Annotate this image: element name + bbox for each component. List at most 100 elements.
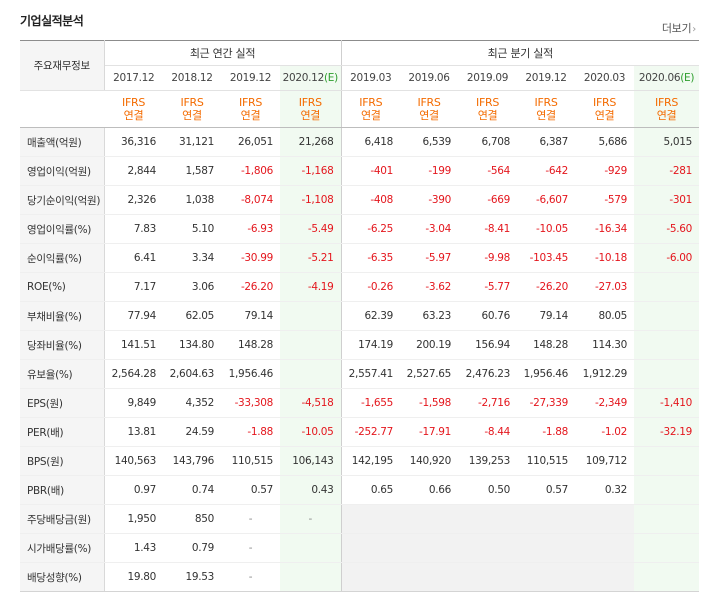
value-cell: 79.14 [517, 301, 576, 331]
value-cell [340, 533, 401, 563]
value-cell: -4,518 [280, 388, 342, 418]
accounting-standard-cell: IFRS 연결 [340, 90, 401, 128]
value-cell: 142,195 [340, 446, 401, 476]
accounting-standard-label: IFRS [122, 96, 145, 109]
value-cell [634, 301, 700, 331]
value-cell: -3.04 [400, 214, 459, 244]
value-cell: -2,349 [575, 388, 635, 418]
value-cell: -8.41 [458, 214, 518, 244]
value-cell: 850 [163, 504, 221, 534]
accounting-standard-label: IFRS [593, 96, 617, 109]
value-cell: -27.03 [575, 272, 635, 302]
value-cell: -8,074 [221, 185, 280, 215]
value-cell: -5.77 [458, 272, 518, 302]
value-cell [634, 446, 700, 476]
value-cell: -1.02 [575, 417, 635, 447]
period-header: 2019.12 [221, 65, 280, 91]
financial-analysis-table: 주요재무정보 최근 연간 실적 최근 분기 실적 2017.12 2018.12… [20, 40, 700, 592]
value-cell [458, 504, 518, 534]
value-cell: -26.20 [517, 272, 576, 302]
value-cell: -281 [634, 156, 700, 186]
value-cell: 24.59 [163, 417, 221, 447]
value-cell: 79.14 [221, 301, 280, 331]
value-cell: 2,557.41 [340, 359, 401, 389]
value-cell [575, 533, 635, 563]
value-cell: 140,563 [104, 446, 163, 476]
value-cell: 1,038 [163, 185, 221, 215]
value-cell: 77.94 [104, 301, 163, 331]
value-cell: 0.66 [400, 475, 459, 505]
value-cell: 1.43 [104, 533, 163, 563]
value-cell: 80.05 [575, 301, 635, 331]
period-header: 2019.12 [517, 65, 576, 91]
consolidation-label: 연결 [419, 109, 439, 122]
value-cell: 5,686 [575, 127, 635, 157]
table-row: 유보율(%) 2,564.28 2,604.63 1,956.46 2,557.41 2,… [20, 359, 700, 389]
row-label: PBR(배) [20, 475, 105, 505]
accounting-standard-label: IFRS [239, 96, 262, 109]
accounting-standard-cell: IFRS 연결 [458, 90, 518, 128]
accounting-standard-cell: IFRS 연결 [163, 90, 221, 128]
value-cell: -4.19 [280, 272, 342, 302]
value-cell: 2,604.63 [163, 359, 221, 389]
row-header-label: 주요재무정보 [20, 40, 105, 91]
value-cell: -5.21 [280, 243, 342, 273]
value-cell: -9.98 [458, 243, 518, 273]
header-group-row: 주요재무정보 최근 연간 실적 최근 분기 실적 [20, 40, 700, 91]
table-row: PBR(배) 0.97 0.74 0.57 0.43 0.65 0.66 0.50 0.57 0.… [20, 475, 700, 505]
row-label: 당기순이익(억원) [20, 185, 105, 215]
value-cell: 5.10 [163, 214, 221, 244]
value-cell: 1,956.46 [517, 359, 576, 389]
value-cell: 0.65 [340, 475, 401, 505]
value-cell: 5,015 [634, 127, 700, 157]
value-cell: 63.23 [400, 301, 459, 331]
row-label: 시가배당률(%) [20, 533, 105, 563]
row-label: 부채비율(%) [20, 301, 105, 331]
accounting-standard-label: IFRS [180, 96, 204, 109]
value-cell: 200.19 [400, 330, 459, 360]
period-header: 2020.03 [575, 65, 635, 91]
row-label: EPS(원) [20, 388, 105, 418]
value-cell: 62.39 [340, 301, 401, 331]
table-row: 주당배당금(원) 1,950 850- - [20, 504, 700, 534]
value-cell: 156.94 [458, 330, 518, 360]
accounting-standard-label: IFRS [534, 96, 558, 109]
value-cell: -2,716 [458, 388, 518, 418]
value-cell: -27,339 [517, 388, 576, 418]
value-cell: 60.76 [458, 301, 518, 331]
value-cell: -1,655 [340, 388, 401, 418]
value-cell: 140,920 [400, 446, 459, 476]
value-cell: -5.97 [400, 243, 459, 273]
value-cell: -669 [458, 185, 518, 215]
value-cell [634, 533, 700, 563]
value-cell: -401 [340, 156, 401, 186]
table-row: 영업이익률(%) 7.83 5.10 -6.93 -5.49 -6.25 -3.04 -8.4… [20, 214, 700, 244]
value-cell: 3.06 [163, 272, 221, 302]
value-cell: -5.49 [280, 214, 342, 244]
value-cell: - [280, 504, 342, 534]
value-cell: 110,515 [517, 446, 576, 476]
value-cell: - [221, 504, 280, 534]
consolidation-label: 연결 [240, 109, 261, 122]
value-cell [634, 475, 700, 505]
value-cell: 1,912.29 [575, 359, 635, 389]
value-cell: 110,515 [221, 446, 280, 476]
more-label: 더보기 [661, 22, 692, 35]
row-label: ROE(%) [20, 272, 105, 302]
value-cell: -6.25 [340, 214, 401, 244]
value-cell: 26,051 [221, 127, 280, 157]
accounting-standard-cell: IFRS 연결 [280, 90, 342, 128]
row-label: 유보율(%) [20, 359, 105, 389]
row-label: 영업이익(억원) [20, 156, 105, 186]
value-cell: 6,418 [340, 127, 401, 157]
more-link[interactable]: 더보기› [662, 20, 696, 36]
value-cell: 0.97 [104, 475, 163, 505]
accounting-standard-cell: IFRS 연결 [104, 90, 163, 128]
table-row: 당기순이익(억원) 2,326 1,038 -8,074 -1,108 -408 -390-… [20, 185, 700, 215]
value-cell: -1,108 [280, 185, 342, 215]
value-cell: 3.34 [163, 243, 221, 273]
accounting-standard-label: IFRS [476, 96, 500, 109]
value-cell: 2,844 [104, 156, 163, 186]
value-cell: -252.77 [340, 417, 401, 447]
value-cell: -1.88 [221, 417, 280, 447]
